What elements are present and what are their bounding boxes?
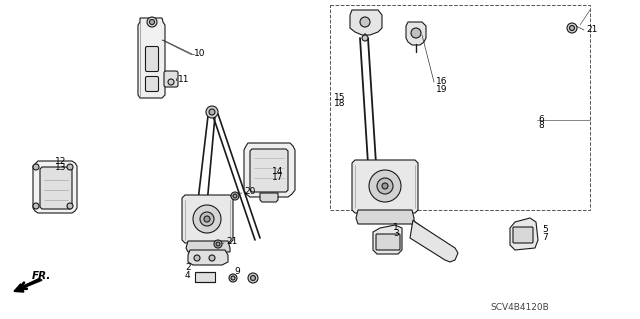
Polygon shape	[195, 272, 215, 282]
Circle shape	[231, 192, 239, 200]
Circle shape	[250, 276, 255, 280]
Polygon shape	[40, 167, 72, 209]
Circle shape	[248, 273, 258, 283]
Text: 21: 21	[226, 238, 237, 247]
Circle shape	[382, 183, 388, 189]
Polygon shape	[350, 10, 382, 35]
Circle shape	[150, 19, 154, 25]
Bar	[330, 5, 590, 210]
Circle shape	[168, 79, 174, 85]
Text: 9: 9	[234, 268, 240, 277]
Text: SCV4B4120B: SCV4B4120B	[490, 303, 548, 313]
Circle shape	[360, 17, 370, 27]
Circle shape	[200, 212, 214, 226]
Text: 5: 5	[542, 226, 548, 234]
Circle shape	[209, 109, 215, 115]
Circle shape	[567, 23, 577, 33]
Polygon shape	[182, 195, 233, 243]
Circle shape	[204, 216, 210, 222]
Text: 17: 17	[272, 174, 284, 182]
FancyBboxPatch shape	[164, 71, 178, 87]
Polygon shape	[250, 149, 288, 192]
FancyBboxPatch shape	[376, 234, 400, 250]
Polygon shape	[406, 22, 426, 45]
FancyBboxPatch shape	[145, 77, 159, 92]
Circle shape	[377, 178, 393, 194]
Text: FR.: FR.	[32, 271, 51, 281]
Text: 18: 18	[334, 100, 346, 108]
Polygon shape	[356, 210, 414, 224]
Polygon shape	[510, 218, 538, 250]
Circle shape	[570, 26, 575, 31]
Circle shape	[362, 35, 368, 41]
Circle shape	[411, 28, 421, 38]
Text: 10: 10	[194, 49, 205, 58]
Text: 7: 7	[542, 233, 548, 241]
Text: 21: 21	[586, 26, 597, 34]
Text: 16: 16	[436, 78, 447, 86]
Polygon shape	[352, 160, 418, 213]
Text: 19: 19	[436, 85, 447, 93]
Text: 6: 6	[538, 115, 544, 123]
Polygon shape	[410, 220, 458, 262]
Text: 14: 14	[272, 167, 284, 175]
Text: 2: 2	[185, 263, 191, 272]
Circle shape	[231, 276, 235, 280]
Polygon shape	[138, 18, 165, 98]
FancyBboxPatch shape	[145, 47, 159, 71]
Circle shape	[216, 242, 220, 246]
Polygon shape	[373, 225, 402, 254]
Polygon shape	[188, 250, 228, 265]
Circle shape	[67, 164, 73, 170]
Circle shape	[209, 255, 215, 261]
Text: 8: 8	[538, 122, 544, 130]
Circle shape	[214, 240, 222, 248]
Circle shape	[206, 106, 218, 118]
Text: 4: 4	[185, 271, 191, 279]
Polygon shape	[244, 143, 295, 197]
FancyBboxPatch shape	[513, 227, 533, 243]
Text: 1: 1	[393, 222, 399, 232]
Polygon shape	[186, 241, 230, 252]
Text: 13: 13	[55, 164, 67, 173]
Circle shape	[147, 17, 157, 27]
Circle shape	[194, 255, 200, 261]
Circle shape	[229, 274, 237, 282]
Circle shape	[233, 194, 237, 198]
Text: 15: 15	[334, 93, 346, 101]
Circle shape	[33, 164, 39, 170]
Circle shape	[369, 170, 401, 202]
Text: 12: 12	[55, 157, 67, 166]
Circle shape	[67, 203, 73, 209]
Text: 11: 11	[178, 75, 189, 84]
Circle shape	[33, 203, 39, 209]
Polygon shape	[260, 193, 278, 202]
Circle shape	[193, 205, 221, 233]
Text: 3: 3	[393, 229, 399, 239]
Text: 20: 20	[244, 188, 255, 197]
Polygon shape	[33, 161, 77, 213]
